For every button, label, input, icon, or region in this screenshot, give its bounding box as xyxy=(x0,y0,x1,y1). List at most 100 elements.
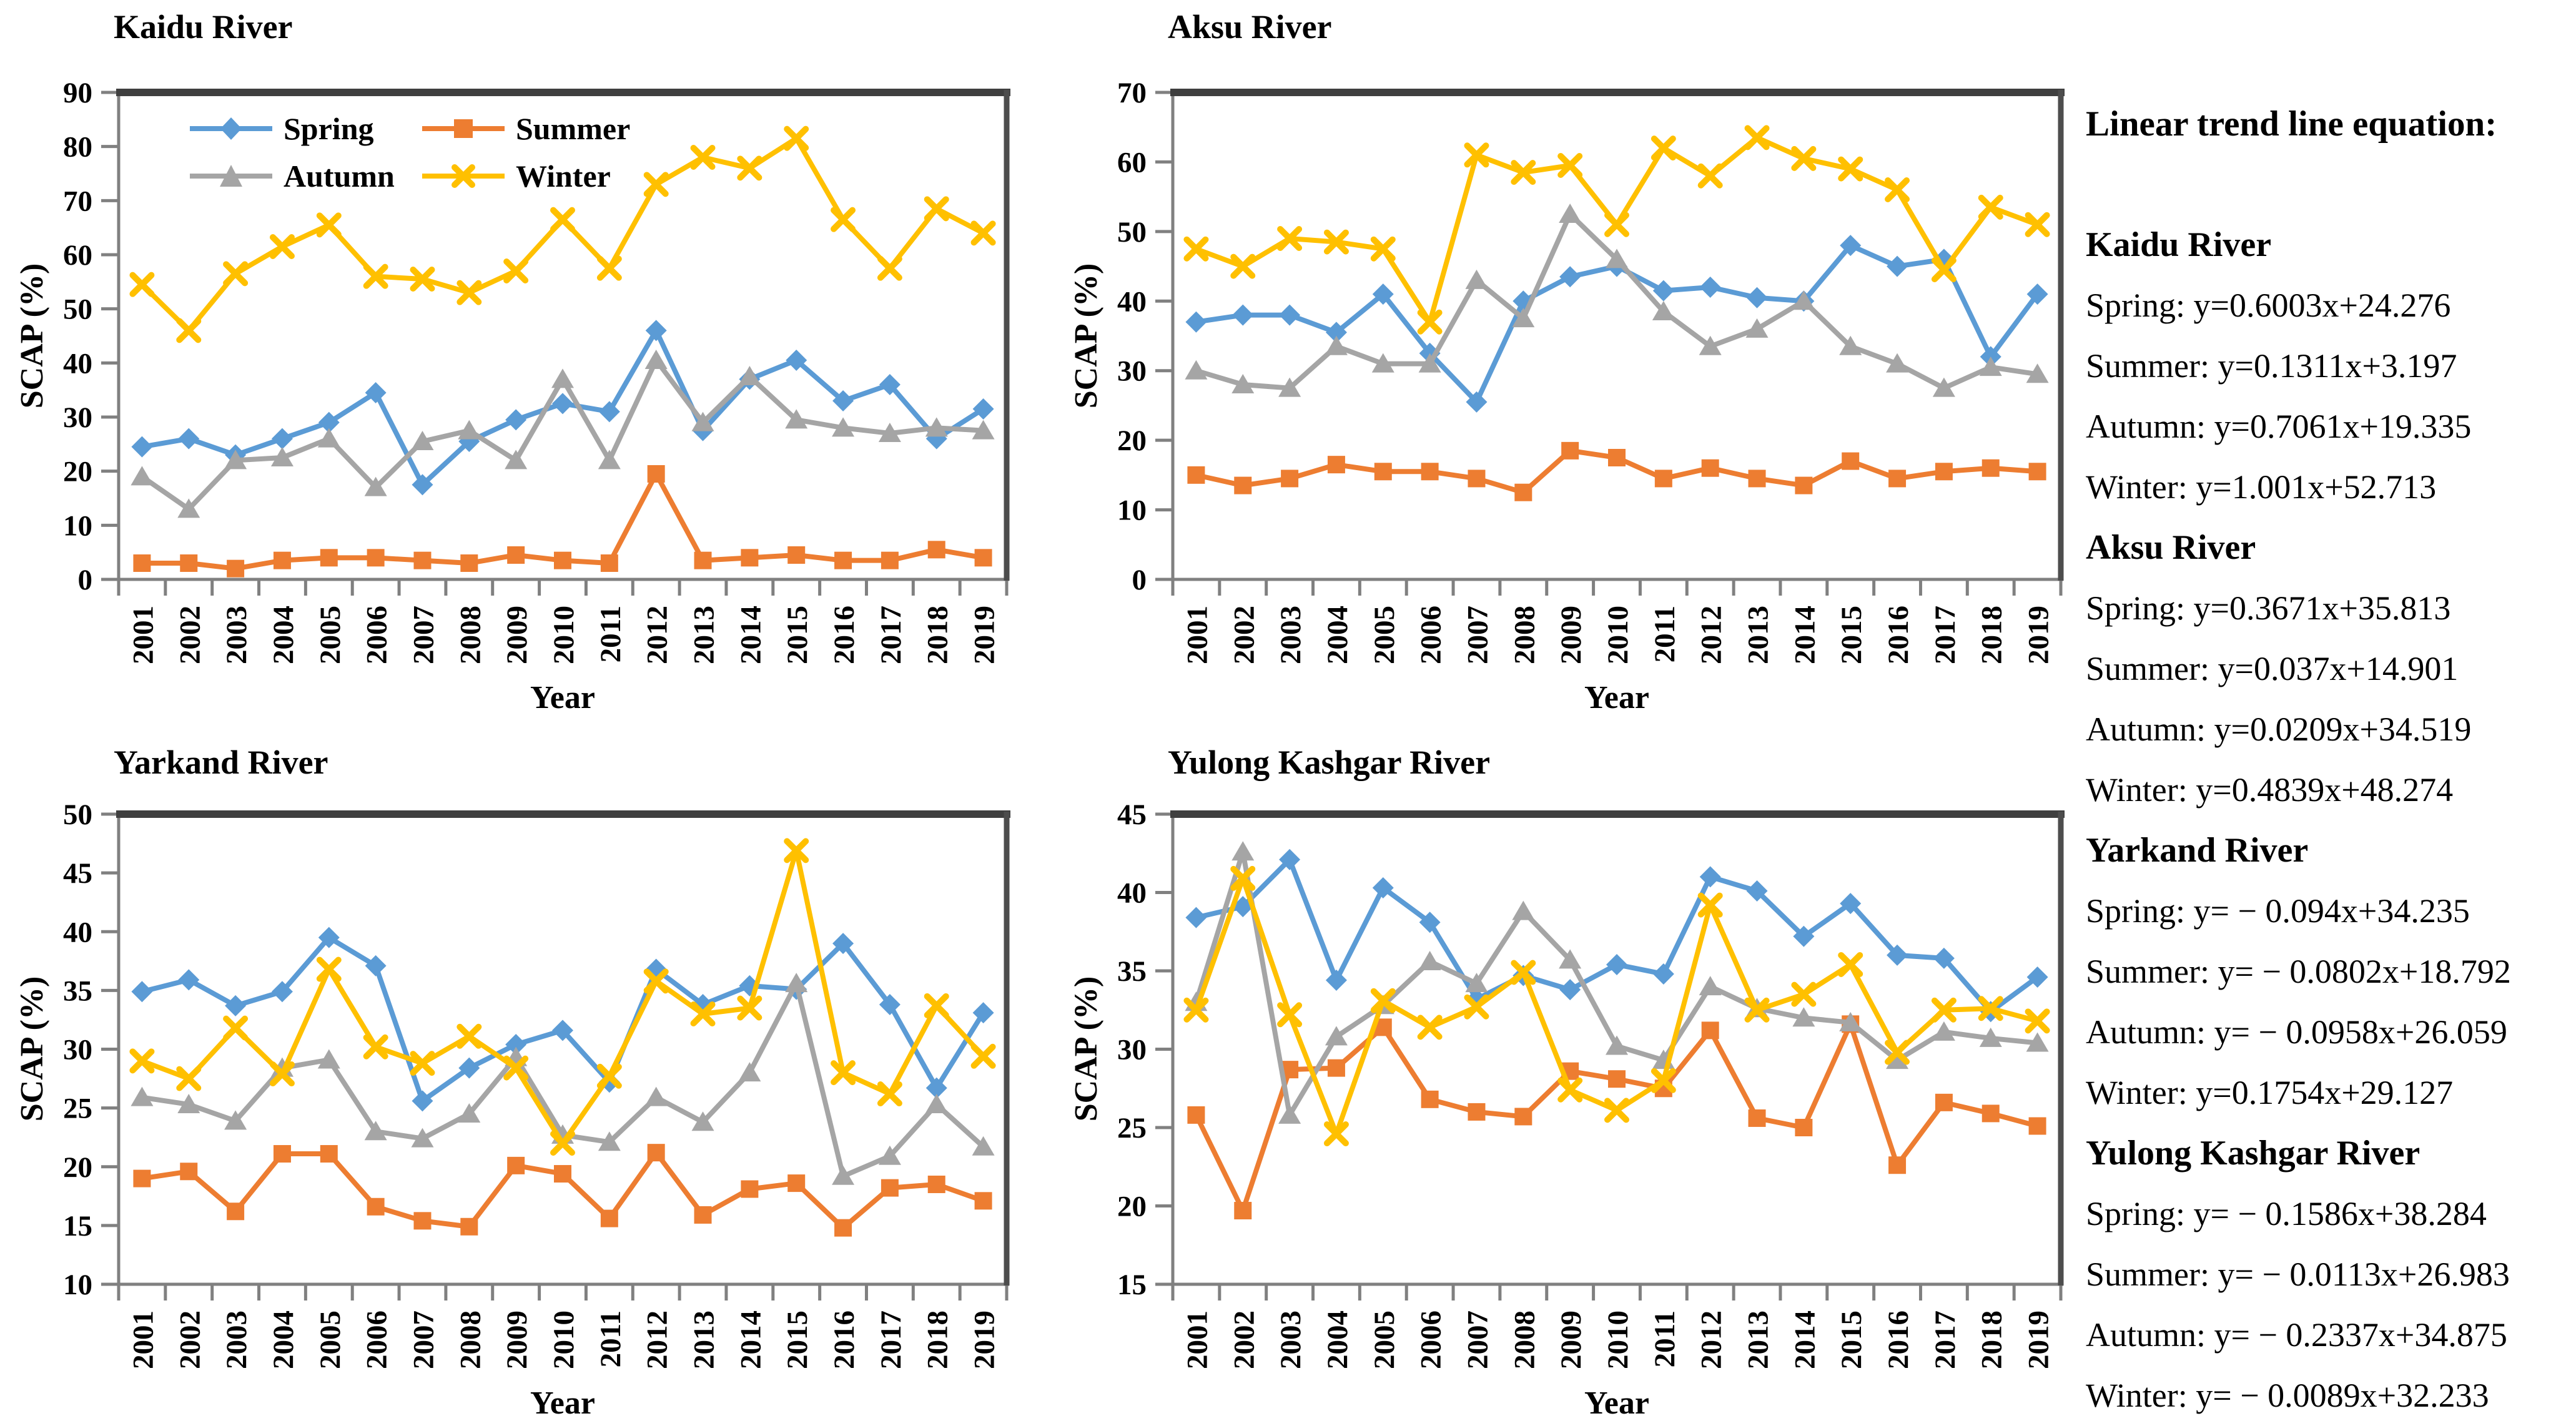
svg-text:2015: 2015 xyxy=(781,1310,814,1369)
svg-text:2001: 2001 xyxy=(1181,1310,1213,1369)
equations-river-yarkand: Yarkand River xyxy=(2086,831,2309,870)
svg-text:35: 35 xyxy=(1117,955,1147,988)
svg-text:10: 10 xyxy=(63,509,92,542)
equations-spacer xyxy=(2086,154,2576,215)
svg-text:25: 25 xyxy=(63,1093,92,1125)
svg-text:2002: 2002 xyxy=(174,1310,206,1369)
svg-text:2001: 2001 xyxy=(127,1310,159,1369)
svg-text:40: 40 xyxy=(63,916,92,948)
x-axis-title-yarkand: Year xyxy=(530,1385,595,1421)
svg-text:0: 0 xyxy=(78,564,93,596)
svg-text:2004: 2004 xyxy=(1321,1310,1354,1369)
svg-text:60: 60 xyxy=(1117,146,1147,179)
svg-text:2014: 2014 xyxy=(734,1310,767,1369)
svg-text:35: 35 xyxy=(63,975,92,1007)
svg-text:2005: 2005 xyxy=(1368,1310,1401,1369)
svg-text:2005: 2005 xyxy=(314,1310,347,1369)
svg-text:2013: 2013 xyxy=(688,1310,721,1369)
equation-aksu-spring: Spring: y=0.3671x+35.813 xyxy=(2086,589,2451,627)
x-axis-title-aksu: Year xyxy=(1584,680,1649,715)
svg-text:45: 45 xyxy=(63,857,92,890)
equation-yarkand-winter: Winter: y=0.1754x+29.127 xyxy=(2086,1074,2454,1111)
legend-item-summer: Summer xyxy=(420,111,652,147)
equation-yulong-autumn: Autumn: y= − 0.2337x+34.875 xyxy=(2086,1316,2507,1354)
svg-text:2004: 2004 xyxy=(267,1310,300,1369)
svg-text:15: 15 xyxy=(1117,1269,1147,1301)
line-chart-aksu: 0 10 20 30 40 50 60 70 2001 2002 2003 2004 2005 2006 2… xyxy=(1117,77,2065,664)
legend-item-autumn: Autumn xyxy=(187,158,420,194)
svg-text:2009: 2009 xyxy=(501,1310,533,1369)
svg-text:90: 90 xyxy=(63,77,92,109)
equation-yarkand-spring: Spring: y= − 0.094x+34.235 xyxy=(2086,892,2470,930)
equation-aksu-winter: Winter: y=0.4839x+48.274 xyxy=(2086,771,2454,809)
svg-text:40: 40 xyxy=(63,347,92,380)
svg-text:50: 50 xyxy=(63,293,92,326)
svg-text:40: 40 xyxy=(1117,285,1147,318)
svg-text:50: 50 xyxy=(63,799,92,831)
svg-text:2014: 2014 xyxy=(1789,1310,1821,1369)
svg-text:2004: 2004 xyxy=(267,606,300,664)
legend-label-winter: Winter xyxy=(516,159,611,194)
svg-text:2008: 2008 xyxy=(454,606,486,664)
svg-text:2003: 2003 xyxy=(1275,606,1307,664)
chart-title-kaidu: Kaidu River xyxy=(114,8,293,46)
svg-text:2007: 2007 xyxy=(1461,606,1494,664)
svg-text:2007: 2007 xyxy=(1461,1310,1494,1369)
svg-text:2008: 2008 xyxy=(1508,606,1541,664)
svg-text:60: 60 xyxy=(63,239,92,272)
chart-panel-aksu: Aksu River SCAP (%) 0 10 20 30 40 50 60 70 2001 2… xyxy=(1037,0,2073,718)
svg-text:2003: 2003 xyxy=(220,606,253,664)
svg-text:2019: 2019 xyxy=(2023,606,2055,664)
svg-text:2016: 2016 xyxy=(828,1310,861,1369)
equation-kaidu-autumn: Autumn: y=0.7061x+19.335 xyxy=(2086,408,2472,445)
svg-text:2010: 2010 xyxy=(1602,1310,1634,1369)
svg-text:20: 20 xyxy=(1117,425,1147,457)
svg-text:45: 45 xyxy=(1117,799,1147,831)
svg-text:2002: 2002 xyxy=(174,606,206,664)
line-chart-yarkand: 10 15 20 25 30 35 40 45 50 2001 2002 2003 2004 2005 20… xyxy=(63,799,1010,1369)
line-chart-yulong: 15 20 25 30 35 40 45 2001 2002 2003 2004 2005 2006 20… xyxy=(1117,799,2065,1369)
equations-river-yulong: Yulong Kashgar River xyxy=(2086,1134,2421,1173)
svg-text:0: 0 xyxy=(1132,564,1147,596)
spring-marker-icon xyxy=(190,117,272,140)
svg-text:2012: 2012 xyxy=(641,606,674,664)
svg-text:2011: 2011 xyxy=(1649,1310,1681,1367)
equation-aksu-summer: Summer: y=0.037x+14.901 xyxy=(2086,650,2459,687)
svg-text:2019: 2019 xyxy=(2023,1310,2055,1369)
svg-text:2004: 2004 xyxy=(1321,606,1354,664)
svg-text:2002: 2002 xyxy=(1228,1310,1260,1369)
legend-label-summer: Summer xyxy=(516,111,631,146)
svg-text:15: 15 xyxy=(63,1210,92,1242)
svg-text:2017: 2017 xyxy=(875,1310,907,1369)
legend-label-autumn: Autumn xyxy=(284,159,395,194)
svg-text:2005: 2005 xyxy=(1368,606,1401,664)
svg-text:2012: 2012 xyxy=(641,1310,674,1369)
svg-text:2014: 2014 xyxy=(734,606,767,664)
svg-text:25: 25 xyxy=(1117,1112,1147,1144)
svg-text:2008: 2008 xyxy=(454,1310,486,1369)
svg-text:2017: 2017 xyxy=(1929,1310,1962,1369)
svg-text:2010: 2010 xyxy=(548,1310,580,1369)
summer-marker-icon xyxy=(422,119,505,138)
winter-marker-icon xyxy=(422,164,505,188)
equations-title: Linear trend line equation: xyxy=(2086,104,2497,144)
svg-text:2010: 2010 xyxy=(548,606,580,664)
svg-text:2009: 2009 xyxy=(1555,606,1587,664)
equation-yulong-winter: Winter: y= − 0.0089x+32.233 xyxy=(2086,1377,2489,1414)
svg-text:2018: 2018 xyxy=(1976,1310,2008,1369)
equation-kaidu-winter: Winter: y=1.001x+52.713 xyxy=(2086,468,2437,506)
svg-text:20: 20 xyxy=(63,1151,92,1184)
legend-item-spring: Spring xyxy=(187,111,420,147)
equations-river-kaidu: Kaidu River xyxy=(2086,225,2272,264)
chart-legend: Spring Summer Autumn Winter xyxy=(187,105,652,200)
equation-yulong-summer: Summer: y= − 0.0113x+26.983 xyxy=(2086,1256,2510,1293)
svg-text:2019: 2019 xyxy=(969,1310,1001,1369)
svg-text:2011: 2011 xyxy=(1649,606,1681,662)
svg-text:2009: 2009 xyxy=(1555,1310,1587,1369)
equations-river-aksu: Aksu River xyxy=(2086,528,2256,567)
svg-text:30: 30 xyxy=(1117,355,1147,388)
svg-text:2018: 2018 xyxy=(922,606,954,664)
svg-text:70: 70 xyxy=(1117,77,1147,109)
svg-text:2014: 2014 xyxy=(1789,606,1821,664)
svg-text:2013: 2013 xyxy=(1742,1310,1775,1369)
